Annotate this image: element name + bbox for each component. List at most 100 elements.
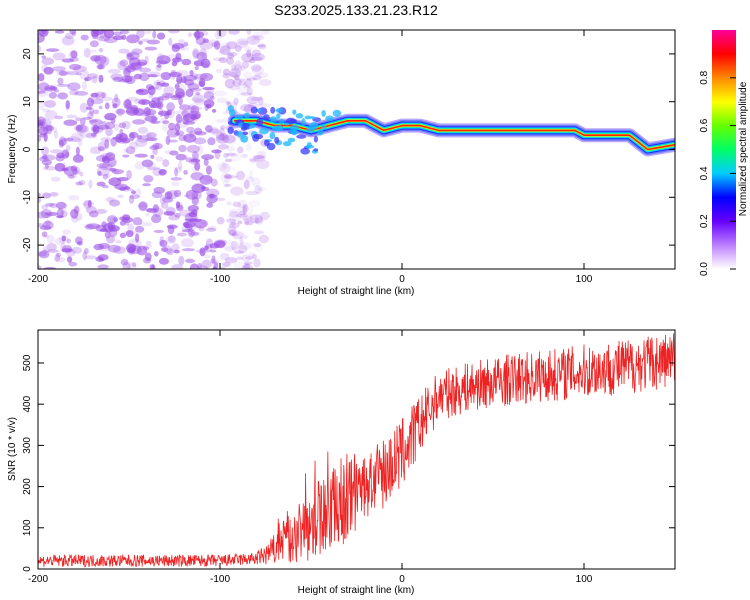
noise-blob	[224, 78, 235, 89]
noise-blob	[98, 74, 104, 83]
noise-blob	[230, 152, 242, 162]
noise-blob	[195, 91, 201, 96]
noise-blob	[38, 44, 42, 53]
noise-blob	[97, 146, 105, 152]
noise-blob	[203, 158, 209, 166]
noise-blob	[258, 79, 272, 87]
noise-blob	[139, 89, 144, 93]
noise-blob	[187, 104, 196, 113]
noise-blob	[226, 201, 232, 206]
noise-blob	[144, 115, 158, 122]
noise-blob	[50, 149, 63, 154]
noise-blob	[245, 190, 259, 196]
noise-blob	[41, 154, 56, 161]
noise-blob	[84, 76, 92, 82]
noise-blob	[192, 94, 206, 104]
noise-blob	[121, 134, 129, 140]
noise-blob	[75, 236, 83, 245]
noise-blob	[44, 202, 55, 207]
noise-blob	[43, 234, 49, 239]
x-tick-label: -100	[210, 574, 230, 585]
noise-blob	[64, 32, 74, 40]
noise-blob	[145, 212, 150, 217]
signal-speckle	[269, 131, 276, 140]
noise-blob	[181, 58, 192, 66]
noise-blob	[66, 144, 71, 152]
noise-blob	[121, 75, 133, 83]
noise-blob	[242, 82, 248, 89]
noise-blob	[246, 176, 255, 183]
noise-blob	[214, 118, 229, 124]
noise-blob	[44, 100, 56, 108]
noise-blob	[93, 243, 104, 251]
signal-speckle	[236, 131, 244, 137]
noise-blob	[190, 105, 200, 115]
noise-blob	[75, 146, 80, 156]
signal-speckle	[275, 108, 283, 113]
noise-blob	[61, 248, 73, 253]
noise-blob	[162, 122, 168, 132]
noise-blob	[209, 249, 217, 253]
noise-blob	[136, 30, 145, 39]
noise-blob	[175, 201, 181, 209]
spectrogram-xlabel: Height of straight line (km)	[298, 286, 415, 297]
noise-blob	[213, 261, 219, 269]
noise-blob	[213, 40, 221, 50]
noise-blob	[254, 72, 269, 79]
noise-blob	[49, 192, 59, 197]
noise-blob	[209, 39, 216, 43]
noise-blob	[144, 55, 149, 64]
signal-speckle	[317, 129, 324, 136]
noise-blob	[92, 109, 100, 115]
noise-blob	[39, 225, 52, 231]
noise-blob	[129, 57, 141, 67]
noise-blob	[220, 172, 232, 183]
y-tick-label: 200	[22, 478, 33, 495]
noise-blob	[92, 124, 100, 135]
noise-blob	[218, 47, 231, 56]
noise-blob	[96, 163, 110, 169]
noise-blob	[89, 40, 99, 48]
noise-blob	[101, 121, 106, 125]
noise-blob	[176, 232, 187, 237]
noise-blob	[252, 31, 264, 39]
noise-blob	[174, 167, 179, 177]
noise-blob	[85, 205, 97, 214]
noise-blob	[41, 231, 48, 238]
noise-blob	[214, 239, 228, 245]
noise-blob	[257, 43, 267, 50]
signal-speckle	[270, 106, 276, 114]
noise-blob	[189, 87, 202, 92]
noise-blob	[214, 149, 221, 160]
noise-blob	[242, 203, 249, 213]
noise-blob	[69, 30, 77, 35]
noise-blob	[152, 207, 164, 217]
noise-blob	[112, 35, 124, 41]
noise-blob	[136, 188, 142, 197]
noise-blob	[122, 214, 131, 221]
noise-blob	[96, 36, 110, 42]
noise-blob	[161, 92, 174, 99]
colorbar-tick-label: 0.4	[699, 166, 710, 180]
noise-blob	[171, 243, 180, 251]
noise-blob	[143, 244, 153, 248]
noise-blob	[152, 148, 158, 156]
noise-blob	[170, 69, 177, 78]
noise-blob	[126, 52, 133, 58]
snr-panel: -200 -100 0 100 0 100 200 300 400 500 Height of s…	[7, 329, 676, 596]
noise-blob	[43, 66, 54, 75]
noise-blob	[185, 88, 194, 98]
noise-blob	[235, 170, 246, 181]
noise-blob	[169, 150, 179, 156]
noise-blob	[244, 78, 253, 88]
noise-blob	[62, 229, 71, 235]
noise-blob	[38, 196, 42, 203]
noise-blob	[224, 245, 235, 252]
noise-blob	[258, 103, 272, 108]
noise-blob	[226, 145, 235, 152]
y-tick-label: 300	[22, 437, 33, 454]
noise-blob	[104, 116, 113, 121]
noise-blob	[119, 220, 127, 226]
noise-blob	[226, 218, 237, 223]
noise-blob	[43, 266, 57, 269]
